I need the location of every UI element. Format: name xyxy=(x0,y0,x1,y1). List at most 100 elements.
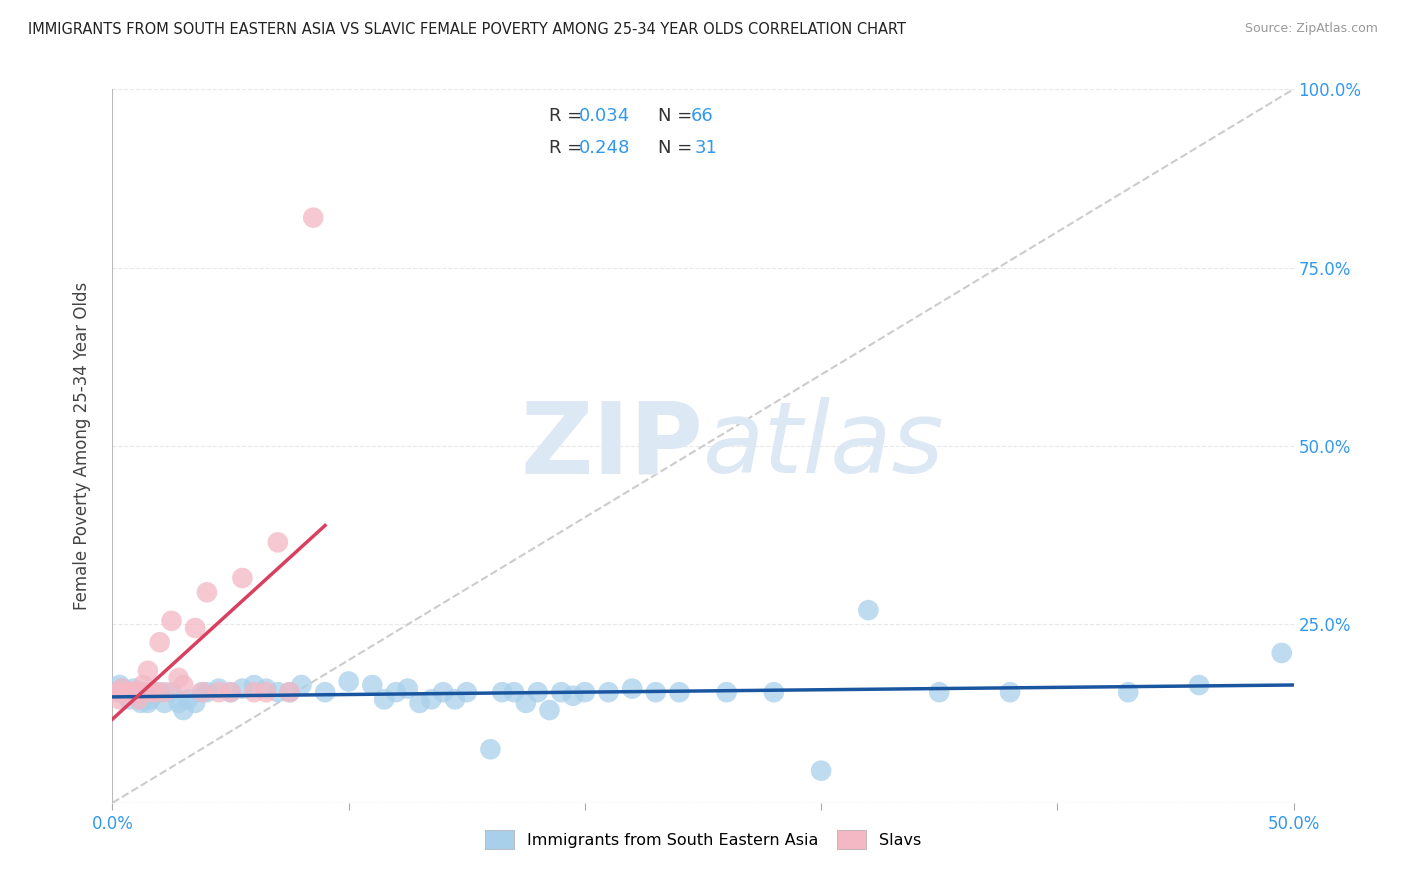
Point xyxy=(254,681,277,696)
Point xyxy=(432,685,454,699)
Point xyxy=(208,681,231,696)
Point xyxy=(231,571,253,585)
Point xyxy=(408,696,430,710)
Point xyxy=(621,681,644,696)
Point xyxy=(361,678,384,692)
Point xyxy=(143,685,166,699)
Point xyxy=(153,685,176,699)
Point xyxy=(172,703,194,717)
Point xyxy=(385,685,408,699)
Point xyxy=(526,685,548,699)
Point xyxy=(858,603,880,617)
Point xyxy=(160,685,183,699)
Point xyxy=(153,696,176,710)
Text: N =: N = xyxy=(658,139,699,157)
Point xyxy=(290,678,312,692)
Point xyxy=(149,685,172,699)
Point xyxy=(396,681,419,696)
Point xyxy=(167,671,190,685)
Point xyxy=(167,696,190,710)
Text: 0.034: 0.034 xyxy=(579,107,630,125)
Point xyxy=(267,535,290,549)
Point xyxy=(111,681,134,696)
Point xyxy=(136,664,159,678)
Point xyxy=(219,685,242,699)
Point xyxy=(108,678,131,692)
Point xyxy=(105,685,128,699)
Point xyxy=(149,635,172,649)
Point xyxy=(1116,685,1139,699)
Point xyxy=(278,685,301,699)
Point xyxy=(112,685,135,699)
Point xyxy=(118,685,141,699)
Point xyxy=(115,685,138,699)
Point xyxy=(108,692,131,706)
Point xyxy=(115,689,138,703)
Point xyxy=(135,689,157,703)
Point xyxy=(503,685,526,699)
Point xyxy=(111,681,134,696)
Text: 0.248: 0.248 xyxy=(579,139,630,157)
Point xyxy=(129,696,152,710)
Point xyxy=(420,692,443,706)
Point xyxy=(314,685,336,699)
Point xyxy=(231,681,253,696)
Point xyxy=(125,685,148,699)
Point xyxy=(132,685,155,699)
Text: Source: ZipAtlas.com: Source: ZipAtlas.com xyxy=(1244,22,1378,36)
Point xyxy=(191,685,214,699)
Text: ZIP: ZIP xyxy=(520,398,703,494)
Point xyxy=(219,685,242,699)
Point xyxy=(538,703,561,717)
Point xyxy=(125,689,148,703)
Point xyxy=(195,685,218,699)
Point xyxy=(105,685,128,699)
Point xyxy=(122,681,145,696)
Point xyxy=(132,678,155,692)
Point xyxy=(716,685,738,699)
Text: R =: R = xyxy=(550,139,589,157)
Text: N =: N = xyxy=(658,107,699,125)
Text: atlas: atlas xyxy=(703,398,945,494)
Text: 66: 66 xyxy=(692,107,714,125)
Point xyxy=(118,692,141,706)
Point xyxy=(444,692,467,706)
Point xyxy=(136,696,159,710)
Point xyxy=(160,614,183,628)
Point xyxy=(644,685,666,699)
Point xyxy=(177,692,200,706)
Point xyxy=(172,678,194,692)
Point xyxy=(479,742,502,756)
Point xyxy=(491,685,513,699)
Point xyxy=(195,585,218,599)
Point xyxy=(574,685,596,699)
Point xyxy=(129,685,152,699)
Point xyxy=(337,674,360,689)
Point xyxy=(243,685,266,699)
Point xyxy=(191,685,214,699)
Point xyxy=(112,685,135,699)
Text: 31: 31 xyxy=(695,139,717,157)
Point xyxy=(120,685,142,699)
Point xyxy=(998,685,1021,699)
Point xyxy=(278,685,301,699)
Y-axis label: Female Poverty Among 25-34 Year Olds: Female Poverty Among 25-34 Year Olds xyxy=(73,282,91,610)
Point xyxy=(143,685,166,699)
Point xyxy=(208,685,231,699)
Point xyxy=(120,685,142,699)
Legend: Immigrants from South Eastern Asia, Slavs: Immigrants from South Eastern Asia, Slav… xyxy=(475,821,931,859)
Point xyxy=(762,685,785,699)
Point xyxy=(598,685,620,699)
Point xyxy=(139,692,162,706)
Point xyxy=(243,678,266,692)
Point xyxy=(1271,646,1294,660)
Text: IMMIGRANTS FROM SOUTH EASTERN ASIA VS SLAVIC FEMALE POVERTY AMONG 25-34 YEAR OLD: IMMIGRANTS FROM SOUTH EASTERN ASIA VS SL… xyxy=(28,22,905,37)
Point xyxy=(456,685,478,699)
Point xyxy=(562,689,585,703)
Point xyxy=(184,621,207,635)
Point xyxy=(550,685,572,699)
Point xyxy=(810,764,832,778)
Point xyxy=(928,685,950,699)
Point xyxy=(184,696,207,710)
Point xyxy=(267,685,290,699)
